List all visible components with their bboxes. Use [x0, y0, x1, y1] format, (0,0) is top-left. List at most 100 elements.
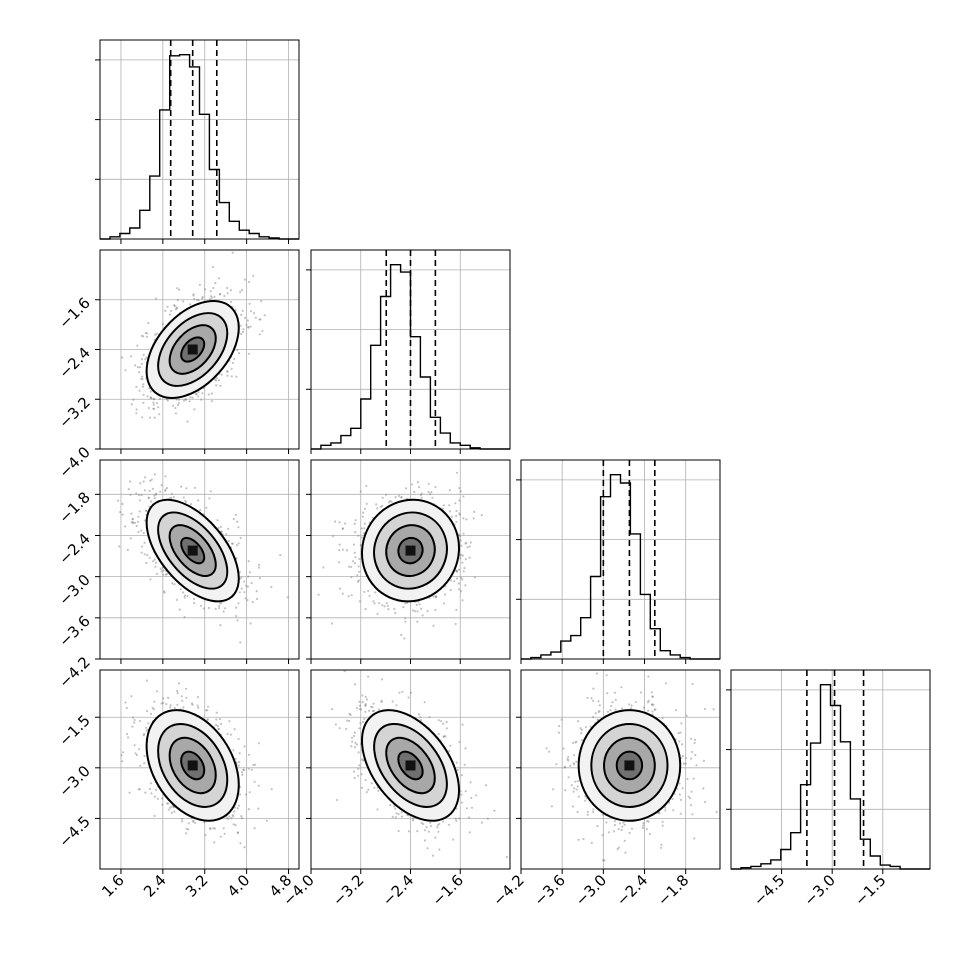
sample-point [180, 695, 183, 698]
sample-point [238, 352, 241, 355]
sample-point [350, 576, 353, 579]
sample-point [231, 542, 235, 545]
sample-point [434, 608, 437, 612]
sample-point [229, 289, 232, 292]
sample-point [376, 612, 379, 615]
sample-point [228, 720, 231, 723]
sample-point [248, 791, 251, 794]
sample-point [679, 731, 682, 734]
sample-point [459, 490, 462, 493]
sample-point [230, 375, 233, 378]
sample-point [121, 502, 124, 506]
sample-point [590, 841, 593, 845]
sample-point [121, 751, 125, 754]
sample-point [420, 607, 423, 611]
sample-point [270, 585, 273, 589]
sample-point [427, 830, 430, 833]
sample-point [131, 716, 135, 719]
sample-point [229, 733, 232, 736]
sample-point [432, 624, 435, 627]
sample-point [339, 587, 342, 590]
contour-line [360, 498, 461, 603]
sample-point [400, 496, 403, 499]
sample-point [338, 727, 341, 730]
sample-point [230, 542, 234, 545]
sample-point [223, 294, 226, 298]
sample-point [353, 776, 356, 780]
sample-point [372, 600, 375, 603]
sample-point [243, 580, 246, 583]
contour-line [145, 299, 240, 400]
sample-point [173, 304, 176, 308]
sample-point [420, 821, 423, 825]
sample-point [459, 557, 462, 560]
sample-point [357, 534, 360, 537]
sample-point [577, 795, 580, 798]
sample-point [552, 788, 555, 791]
y-tick-label: −4.2 [55, 653, 93, 691]
sample-point [454, 817, 457, 820]
sample-point [250, 768, 253, 771]
sample-point [218, 604, 221, 608]
sample-point [365, 698, 369, 701]
sample-point [646, 701, 650, 704]
sample-point [378, 602, 381, 605]
sample-point [427, 482, 430, 485]
sample-point [377, 708, 380, 711]
sample-point [258, 318, 261, 321]
sample-point [460, 553, 463, 556]
sample-point [689, 804, 693, 807]
sample-point [200, 604, 203, 608]
sample-point [372, 709, 376, 713]
sample-point [167, 808, 170, 811]
x-tick-label: 3.2 [182, 871, 212, 901]
sample-point [168, 313, 172, 316]
sample-point [423, 829, 426, 832]
sample-point [354, 741, 357, 745]
sample-point [162, 697, 165, 700]
sample-point [660, 843, 663, 846]
sample-point [647, 675, 650, 678]
sample-point [142, 734, 145, 737]
sample-point [238, 752, 241, 755]
sample-point [331, 622, 334, 625]
sample-point [350, 594, 353, 597]
sample-point [455, 509, 458, 513]
sample-point [155, 492, 158, 495]
sample-point [128, 791, 131, 794]
sample-point [143, 541, 146, 545]
sample-point [153, 700, 156, 703]
sample-point [654, 708, 657, 711]
sample-point [364, 704, 367, 707]
sample-point [249, 622, 252, 625]
sample-point [140, 545, 144, 548]
sample-point [454, 622, 457, 626]
sample-point [235, 375, 238, 378]
sample-point [358, 600, 361, 603]
sample-point [175, 307, 178, 310]
sample-point [149, 396, 152, 399]
sample-point [455, 819, 458, 823]
sample-point [647, 709, 650, 712]
sample-point [197, 395, 200, 398]
sample-point [545, 747, 548, 750]
sample-point [236, 807, 239, 810]
sample-point [150, 397, 153, 400]
sample-point [602, 859, 605, 862]
sample-point [354, 683, 357, 686]
sample-point [434, 486, 437, 489]
sample-point [155, 332, 158, 335]
sample-point [691, 750, 694, 754]
sample-point [455, 570, 458, 573]
sample-point [247, 352, 251, 355]
sample-point [458, 568, 461, 571]
sample-point [234, 513, 238, 517]
sample-point [138, 788, 141, 791]
sample-point [395, 704, 398, 707]
sample-point [480, 514, 483, 517]
sample-point [413, 610, 417, 613]
sample-point [374, 591, 377, 594]
sample-point [252, 274, 255, 277]
sample-point [210, 400, 213, 403]
contour-line [168, 736, 217, 795]
